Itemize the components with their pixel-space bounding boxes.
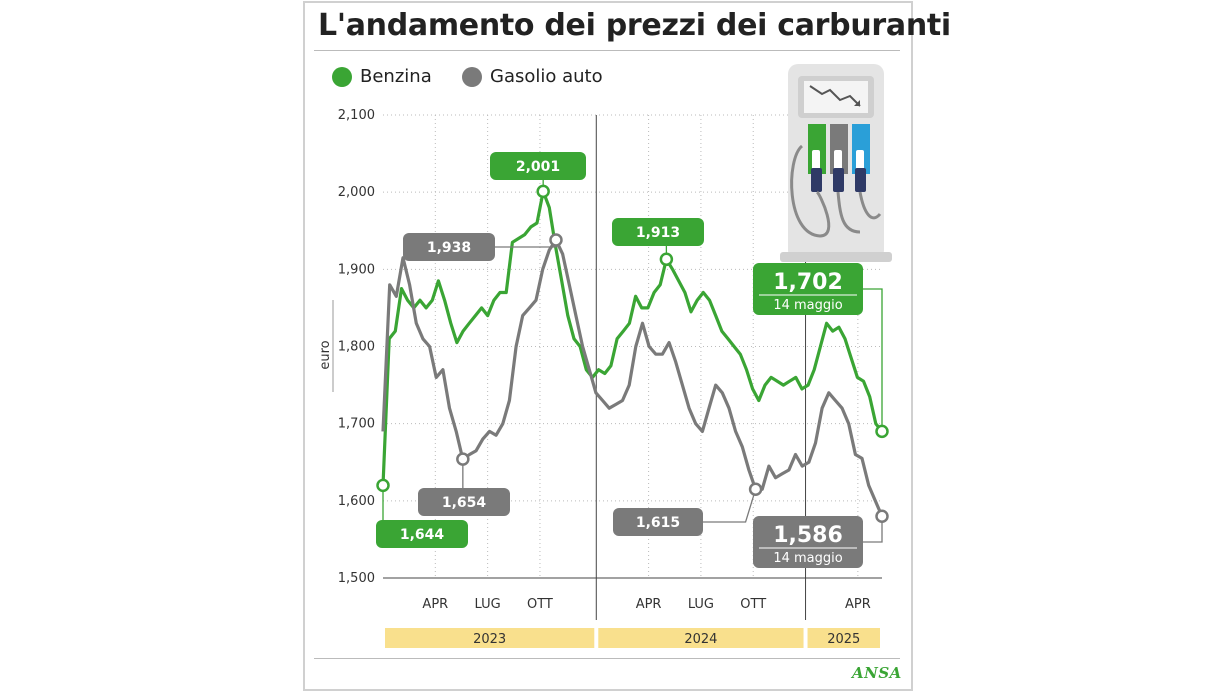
fuel-pump-price-down-icon (780, 64, 892, 262)
y-axis-label: euro (318, 340, 333, 369)
y-tick-label: 1,700 (338, 417, 375, 432)
callout-marker (456, 452, 470, 466)
callout-marker (659, 252, 674, 267)
legend-gasolio: Gasolio auto (462, 66, 603, 87)
callout-leader (863, 288, 883, 432)
series-line (381, 189, 884, 486)
callout-box (403, 233, 495, 261)
callout-box (490, 152, 586, 180)
year-bands: 2023 2024 2025 (385, 628, 880, 648)
year-band (598, 628, 804, 648)
legend-label-gasolio: Gasolio auto (490, 66, 603, 87)
callout-leader (703, 489, 757, 523)
y-tick-label: 2,000 (338, 185, 375, 200)
callout-marker (748, 482, 763, 497)
callout-marker (376, 478, 390, 493)
callout-leader (863, 516, 883, 543)
callout-value: 1,913 (636, 225, 680, 241)
x-tick-label: APR (422, 597, 448, 612)
legend-dot-gasolio (462, 66, 482, 87)
y-tick-label: 2,100 (338, 108, 375, 123)
x-tick-label: OTT (740, 597, 766, 612)
callout-value: 1,644 (400, 527, 445, 543)
callout-marker (875, 509, 889, 524)
x-tick-label: APR (845, 597, 871, 612)
chart-title: L'andamento dei prezzi dei carburanti (318, 8, 951, 43)
y-tick-label: 1,800 (338, 340, 375, 355)
x-tick-label: OTT (527, 597, 553, 612)
callout-box (612, 218, 704, 246)
callout-value: 1,586 (773, 523, 843, 548)
callout-value: 1,702 (773, 270, 843, 295)
callout-box (753, 263, 863, 315)
callouts: 1,644 2,001 1,913 1,702 14 maggio 1,938 1,654 1… (376, 152, 889, 568)
y-tick-label: 1,600 (338, 494, 375, 509)
callout-marker (536, 184, 550, 199)
callout-value: 2,001 (516, 159, 560, 175)
x-tick-label: APR (636, 597, 662, 612)
y-tick-label: 1,500 (338, 571, 375, 586)
legend-label-benzina: Benzina (360, 66, 432, 87)
grid (383, 114, 882, 579)
callout-value: 1,938 (427, 240, 471, 256)
x-tick-label: LUG (688, 597, 714, 612)
callout-date: 14 maggio (773, 298, 842, 313)
legend-benzina: Benzina (332, 66, 432, 87)
year-label: 2024 (684, 632, 717, 647)
callout-marker (549, 233, 563, 247)
x-tick-label: LUG (475, 597, 501, 612)
year-label: 2025 (827, 632, 860, 647)
title-divider (314, 50, 900, 51)
callout-box (753, 516, 863, 568)
footer-divider (314, 658, 900, 659)
x-axis-ticks: APR LUG OTT APR LUG OTT APR (422, 597, 870, 612)
year-label: 2023 (473, 632, 506, 647)
callout-value: 1,615 (636, 515, 680, 531)
callout-leader (495, 240, 557, 248)
callout-box (418, 488, 510, 516)
callout-box (376, 520, 468, 548)
year-band (807, 628, 880, 648)
callout-marker (875, 424, 889, 439)
callout-box (613, 508, 703, 536)
callout-value: 1,654 (442, 495, 487, 511)
y-axis-ticks: 1,500 1,600 1,700 1,800 1,900 2,000 2,100 (338, 108, 375, 586)
year-band (385, 628, 595, 648)
source-logo: ANSA (852, 664, 902, 682)
legend-dot-benzina (332, 66, 352, 87)
callout-date: 14 maggio (773, 551, 842, 566)
y-tick-label: 1,900 (338, 262, 375, 277)
